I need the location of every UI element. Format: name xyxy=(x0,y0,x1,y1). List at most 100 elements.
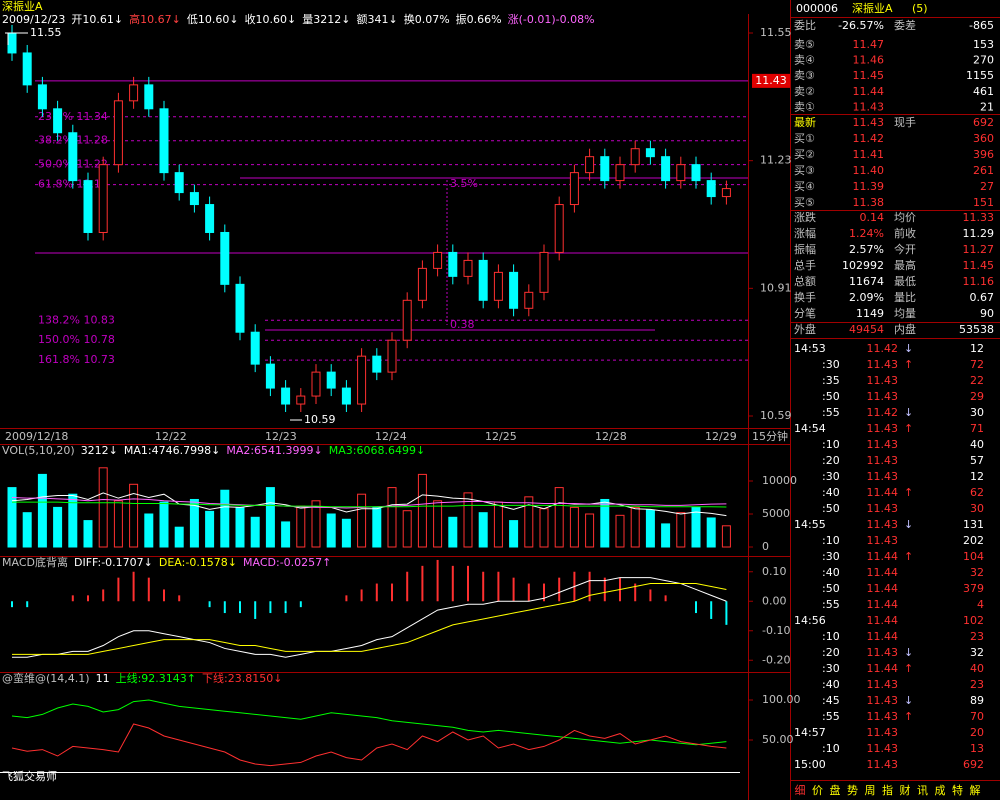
volume-bar xyxy=(676,512,686,548)
y-tick-label: -0.20 xyxy=(762,653,790,666)
tab[interactable]: 势 xyxy=(847,784,858,797)
volume-bar xyxy=(250,516,260,548)
cell: 11.43 xyxy=(867,454,899,467)
y-tick-label: 11.23 xyxy=(760,154,792,167)
legend-item: MA2:6541.3999↓ xyxy=(226,444,322,457)
cell: 卖③ xyxy=(794,69,815,82)
cell: 11.43 xyxy=(853,116,885,129)
legend-item: DEA:-0.1578↓ xyxy=(159,556,237,569)
cell: 1149 xyxy=(856,307,884,320)
cell: 49454 xyxy=(849,323,884,336)
cell: 11.43 xyxy=(867,518,899,531)
volume-bar xyxy=(645,509,655,548)
cell: 均价 xyxy=(894,211,916,224)
volume-bar xyxy=(341,518,351,548)
suffix: (5) xyxy=(912,2,928,15)
cell: 11.43 xyxy=(867,726,899,739)
cell: 11.43 xyxy=(867,646,899,659)
candle-body xyxy=(205,204,215,233)
cell: 11.43 xyxy=(867,390,899,403)
candle-body xyxy=(311,371,321,397)
y-tick-label: 0.00 xyxy=(762,594,787,607)
code: 000006 xyxy=(796,2,838,15)
cell: ↓ xyxy=(904,646,913,659)
info-item: 开10.61↓ xyxy=(71,13,123,26)
tab[interactable]: 财 xyxy=(900,783,911,797)
tab[interactable]: 特 xyxy=(952,783,963,797)
cell: 270 xyxy=(973,54,994,67)
candle-body xyxy=(569,172,579,206)
cell: 总手 xyxy=(794,258,816,272)
volume-bar xyxy=(265,487,275,548)
cell: :40 xyxy=(822,678,840,691)
cell: 振幅 xyxy=(794,242,816,256)
cell: 委差 xyxy=(894,18,916,32)
fib-label: 161.8% 10.73 xyxy=(38,353,115,366)
date-label: 12/25 xyxy=(485,430,517,443)
tab[interactable]: 周 xyxy=(865,784,876,797)
tab[interactable]: 盘 xyxy=(830,783,841,797)
candle-body xyxy=(357,355,367,405)
cell: 102992 xyxy=(842,259,884,272)
volume-bar xyxy=(68,493,78,548)
candle-body xyxy=(478,259,488,301)
cell: ↑ xyxy=(904,358,913,371)
cell: ↓ xyxy=(904,518,913,531)
info-item: 换0.07% xyxy=(404,12,450,26)
fib-label: 23.6% 11.34 xyxy=(38,110,108,123)
cell: 内盘 xyxy=(894,322,916,336)
volume-bar xyxy=(98,467,108,548)
cell: 11.47 xyxy=(853,38,885,51)
volume-bar xyxy=(706,517,716,548)
volume-bar xyxy=(205,510,215,548)
cell: 涨跌 xyxy=(794,210,816,224)
candle-body xyxy=(189,192,199,206)
cell: 11.43 xyxy=(867,502,899,515)
cell: :30 xyxy=(822,662,840,675)
cell: 379 xyxy=(963,582,984,595)
cell: 分笔 xyxy=(794,306,816,320)
cell: 14:54 xyxy=(794,422,826,435)
candle-body xyxy=(235,283,245,333)
candle-body xyxy=(174,172,184,194)
info-item: 量3212↓ xyxy=(302,13,350,26)
panel-title: MACD底背离 xyxy=(2,555,68,569)
volume-bar xyxy=(691,506,701,548)
volume-bar xyxy=(539,508,549,548)
info-item: 额341↓ xyxy=(357,13,398,26)
cell: 57 xyxy=(970,454,984,467)
cell: 15:00 xyxy=(794,758,826,771)
candle-body xyxy=(341,387,351,405)
cell: 22 xyxy=(970,374,984,387)
cell: 14:55 xyxy=(794,518,826,531)
candle-body xyxy=(372,355,382,373)
volume-bar xyxy=(448,516,458,548)
cell: 委比 xyxy=(794,19,816,32)
volume-bar xyxy=(37,473,47,548)
cell: 卖⑤ xyxy=(794,38,815,51)
tab[interactable]: 价 xyxy=(812,784,823,797)
cell: 23 xyxy=(970,678,984,691)
legend-item: 11 xyxy=(96,672,110,685)
cell: 20 xyxy=(970,726,984,739)
candle-body xyxy=(676,164,686,182)
cell: :55 xyxy=(822,710,840,723)
candle-body xyxy=(417,267,427,301)
cell: 104 xyxy=(963,550,984,563)
volume-bar xyxy=(281,521,291,548)
cell: 2.57% xyxy=(849,243,884,256)
cell: 11.44 xyxy=(867,598,899,611)
candle-body xyxy=(433,251,443,269)
tab[interactable]: 指 xyxy=(882,783,893,797)
cell: 11.43 xyxy=(867,438,899,451)
cell: :40 xyxy=(822,486,840,499)
tab[interactable]: 成 xyxy=(935,784,946,797)
cell: 涨幅 xyxy=(794,227,816,240)
cell: ↑ xyxy=(904,662,913,675)
candle-body xyxy=(281,387,291,405)
tab[interactable]: 解 xyxy=(970,783,981,797)
tab[interactable]: 细 xyxy=(795,784,806,797)
tab[interactable]: 讯 xyxy=(917,784,928,797)
cell: 外盘 xyxy=(794,322,816,336)
